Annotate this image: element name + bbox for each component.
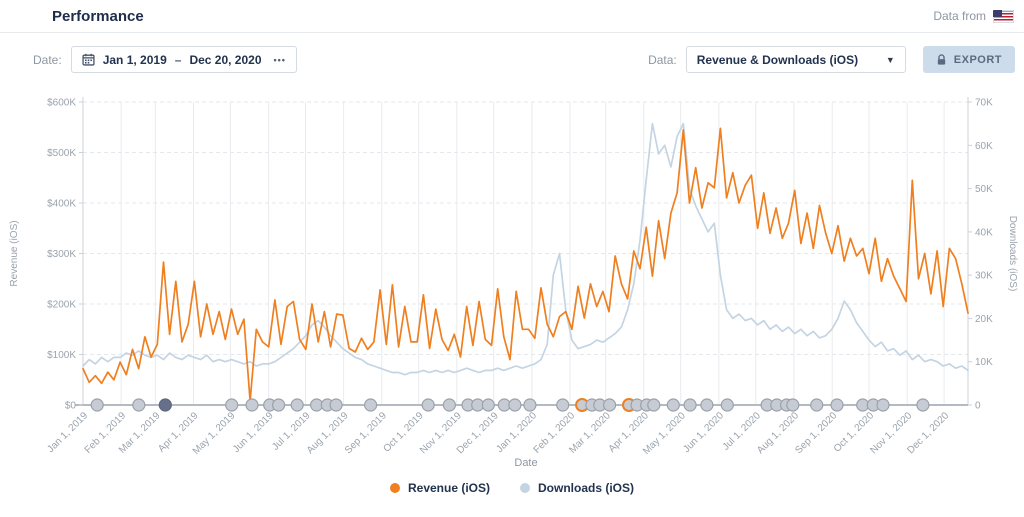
revenue-legend-dot-icon bbox=[389, 483, 400, 493]
event-marker[interactable] bbox=[523, 398, 537, 412]
event-marker[interactable] bbox=[683, 398, 697, 412]
data-select-value: Revenue & Downloads (iOS) bbox=[696, 52, 859, 67]
right-axis-tick-label: 60K bbox=[975, 141, 993, 152]
right-axis-tick-label: 10K bbox=[975, 357, 993, 368]
event-marker[interactable] bbox=[329, 398, 343, 412]
right-axis-tick-label: 50K bbox=[975, 184, 993, 195]
left-axis-tick-label: $200K bbox=[47, 300, 76, 311]
event-marker[interactable] bbox=[90, 398, 104, 412]
chevron-down-icon: ▼ bbox=[885, 54, 895, 65]
date-range-start: Jan 1, 2019 bbox=[102, 52, 167, 67]
export-button[interactable]: EXPORT bbox=[922, 46, 1015, 73]
event-marker[interactable] bbox=[272, 398, 286, 412]
event-marker[interactable] bbox=[876, 398, 890, 412]
date-range-picker[interactable]: Jan 1, 2019 – Dec 20, 2020 ••• bbox=[70, 46, 297, 73]
event-marker[interactable] bbox=[666, 398, 680, 412]
toolbar-right-group: Data: Revenue & Downloads (iOS) ▼ EXPORT bbox=[648, 46, 1015, 73]
downloads-legend-dot-icon bbox=[520, 483, 531, 493]
event-marker[interactable] bbox=[508, 398, 522, 412]
date-label: Date: bbox=[33, 52, 62, 67]
data-from-label: Data from bbox=[933, 9, 986, 23]
left-axis-tick-label: $100K bbox=[47, 350, 76, 361]
event-marker[interactable] bbox=[830, 398, 844, 412]
chart-toolbar: Date: Jan 1, 2019 – Dec 20, 2020 ••• Dat… bbox=[0, 33, 1024, 82]
page-title: Performance bbox=[52, 7, 144, 25]
series-line-revenue bbox=[82, 127, 969, 402]
event-marker[interactable] bbox=[421, 398, 435, 412]
left-axis-tick-label: $400K bbox=[47, 199, 76, 210]
legend-item-revenue[interactable]: Revenue (iOS) bbox=[389, 481, 491, 495]
event-marker[interactable] bbox=[647, 398, 661, 412]
lock-icon bbox=[936, 53, 947, 66]
event-marker[interactable] bbox=[245, 398, 259, 412]
event-marker[interactable] bbox=[158, 398, 172, 412]
event-marker[interactable] bbox=[481, 398, 495, 412]
legend-item-downloads[interactable]: Downloads (iOS) bbox=[520, 481, 634, 495]
page-header: Performance Data from bbox=[0, 0, 1024, 33]
x-axis-tick-label: Jun 1, 2019 bbox=[231, 410, 276, 455]
chart-legend: Revenue (iOS) Downloads (iOS) bbox=[0, 479, 1024, 505]
event-marker[interactable] bbox=[225, 398, 239, 412]
right-axis-tick-label: 30K bbox=[975, 271, 993, 282]
left-axis-tick-label: $0 bbox=[65, 401, 77, 412]
event-marker[interactable] bbox=[442, 398, 456, 412]
date-range-end: Dec 20, 2020 bbox=[189, 52, 262, 67]
data-metric-select[interactable]: Revenue & Downloads (iOS) ▼ bbox=[685, 46, 906, 73]
us-flag-icon[interactable] bbox=[993, 9, 1014, 23]
event-marker[interactable] bbox=[290, 398, 304, 412]
right-axis-tick-label: 70K bbox=[975, 98, 993, 109]
performance-chart[interactable]: $0 $100K $200K $300K $400K $500K $600K 0 10K 20K 3… bbox=[0, 82, 1024, 474]
data-label: Data: bbox=[648, 52, 677, 67]
event-marker[interactable] bbox=[700, 398, 714, 412]
event-marker[interactable] bbox=[132, 398, 146, 412]
export-label: EXPORT bbox=[953, 53, 1002, 66]
x-axis-title: Date bbox=[514, 457, 537, 469]
left-axis-tick-label: $500K bbox=[47, 148, 76, 159]
legend-label-revenue: Revenue (iOS) bbox=[407, 481, 491, 495]
event-marker[interactable] bbox=[602, 398, 617, 412]
data-from-indicator: Data from bbox=[933, 9, 1014, 23]
left-axis-tick-label: $300K bbox=[47, 249, 76, 260]
event-marker[interactable] bbox=[810, 398, 824, 412]
right-axis-tick-label: 40K bbox=[975, 227, 993, 238]
legend-label-downloads: Downloads (iOS) bbox=[538, 481, 635, 495]
event-marker[interactable] bbox=[364, 398, 378, 412]
x-axis-tick-label: Sep 1, 2019 bbox=[343, 410, 389, 456]
event-marker[interactable] bbox=[916, 398, 930, 412]
event-marker[interactable] bbox=[556, 398, 570, 412]
x-axis-tick-label: Sep 1, 2020 bbox=[793, 410, 839, 456]
right-axis-tick-label: 0 bbox=[975, 401, 981, 412]
calendar-icon bbox=[82, 53, 95, 66]
right-axis-tick-label: 20K bbox=[975, 314, 993, 325]
series-line-downloads bbox=[82, 122, 969, 376]
date-range-separator: – bbox=[174, 52, 182, 67]
right-axis-title: Downloads (iOS) bbox=[1007, 216, 1018, 292]
date-more-options-button[interactable]: ••• bbox=[273, 54, 286, 65]
left-axis-tick-label: $600K bbox=[47, 98, 76, 109]
event-marker[interactable] bbox=[786, 398, 800, 412]
x-axis-tick-label: Jun 1, 2020 bbox=[681, 410, 726, 455]
event-marker[interactable] bbox=[720, 398, 734, 412]
left-axis-title: Revenue (iOS) bbox=[9, 220, 20, 286]
